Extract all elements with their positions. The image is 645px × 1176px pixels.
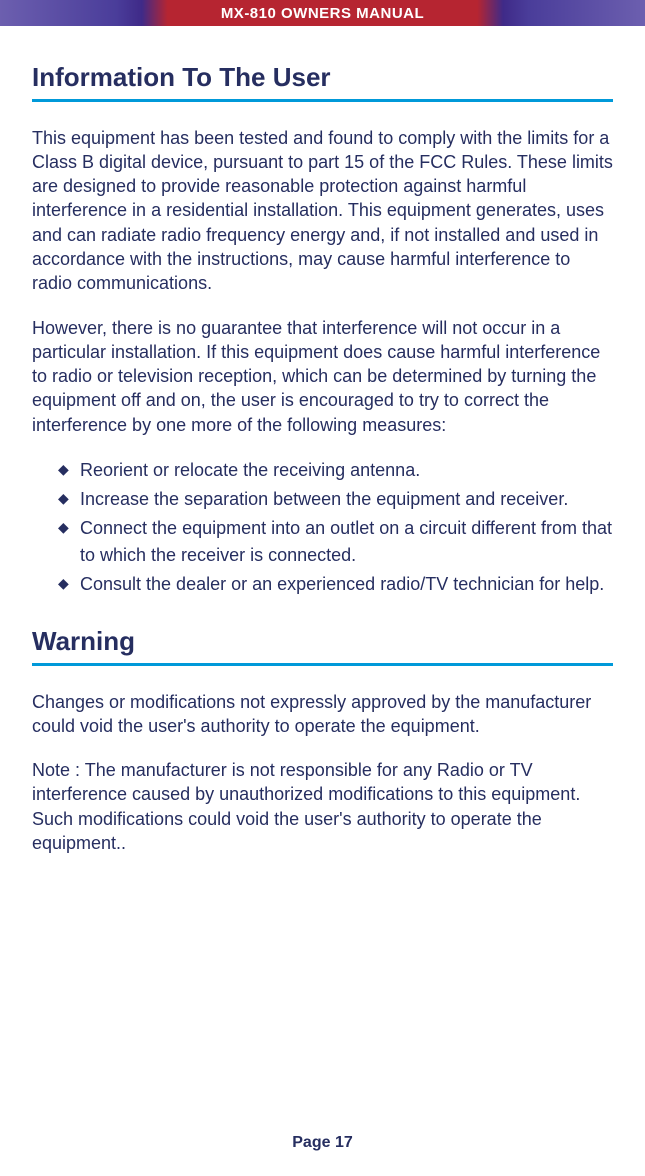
list-item: Consult the dealer or an experienced rad… [58, 571, 613, 598]
header-bar: MX-810 OWNERS MANUAL [0, 0, 645, 26]
warning-para-1: Changes or modifications not expressly a… [32, 690, 613, 739]
section-title-warning: Warning [32, 626, 613, 657]
warning-para-2: Note : The manufacturer is not responsib… [32, 758, 613, 855]
list-item: Reorient or relocate the receiving anten… [58, 457, 613, 484]
page-content: Information To The User This equipment h… [0, 26, 645, 855]
measures-list: Reorient or relocate the receiving anten… [32, 457, 613, 598]
section-title-info: Information To The User [32, 62, 613, 93]
header-title: MX-810 OWNERS MANUAL [221, 5, 424, 22]
page-number: Page 17 [292, 1134, 352, 1151]
page-footer: Page 17 [0, 1134, 645, 1152]
title-rule [32, 663, 613, 666]
info-para-1: This equipment has been tested and found… [32, 126, 613, 296]
list-item: Connect the equipment into an outlet on … [58, 515, 613, 569]
list-item: Increase the separation between the equi… [58, 486, 613, 513]
info-para-2: However, there is no guarantee that inte… [32, 316, 613, 437]
title-rule [32, 99, 613, 102]
